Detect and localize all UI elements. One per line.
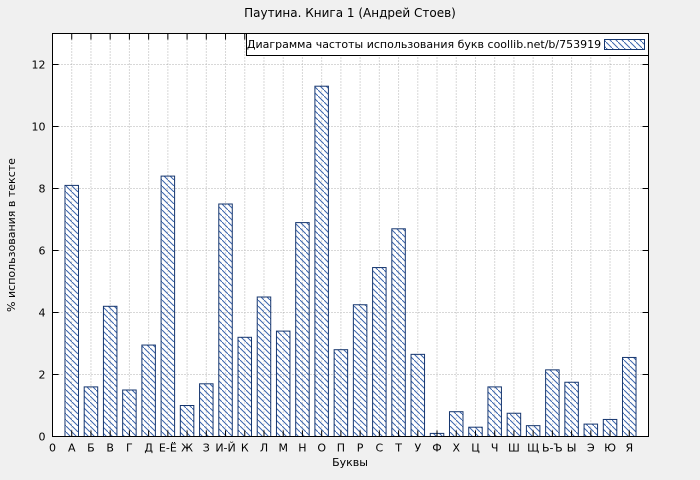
- bar: [199, 383, 214, 437]
- x-tick-label: Р: [357, 442, 364, 455]
- bar: [160, 175, 176, 437]
- bar: [256, 296, 272, 437]
- x-tick-label: Н: [298, 442, 306, 455]
- x-tick-label: Д: [144, 442, 153, 455]
- x-tick-label: 0: [49, 442, 56, 455]
- x-tick-label: П: [337, 442, 345, 455]
- bar: [410, 353, 426, 438]
- y-tick-label: 10: [32, 121, 46, 134]
- y-tick-label: 4: [39, 307, 46, 320]
- y-tick-label: 12: [32, 59, 46, 72]
- x-tick-label: Я: [625, 442, 633, 455]
- bar: [545, 369, 560, 438]
- x-tick-label: А: [68, 442, 76, 455]
- x-tick-label: Б: [87, 442, 95, 455]
- bar: [391, 228, 406, 437]
- x-tick-label: Л: [260, 442, 268, 455]
- x-axis-label: Буквы: [332, 456, 368, 469]
- x-tick-label: З: [203, 442, 210, 455]
- bar: [122, 389, 137, 437]
- x-tick-label: М: [278, 442, 288, 455]
- x-tick-label: У: [414, 442, 421, 455]
- x-tick-label: К: [241, 442, 249, 455]
- y-tick-label: 6: [39, 245, 46, 258]
- y-axis-label: % использования в тексте: [5, 158, 18, 312]
- x-tick-label: Ф: [432, 442, 441, 455]
- bar: [275, 330, 291, 438]
- x-tick-label: Ы: [567, 442, 577, 455]
- bar: [622, 356, 637, 438]
- bar: [352, 304, 368, 437]
- x-tick-label: Ю: [604, 442, 616, 455]
- x-tick-label: В: [106, 442, 114, 455]
- x-tick-label: И-Й: [215, 442, 235, 455]
- legend-swatch: [604, 39, 645, 50]
- bar: [218, 203, 233, 437]
- legend-label: Диаграмма частоты использования букв coo…: [247, 38, 601, 51]
- bar: [141, 344, 156, 437]
- y-tick-label: 2: [39, 369, 46, 382]
- x-tick-label: Ч: [491, 442, 499, 455]
- grid-layer: [52, 33, 649, 437]
- x-tick-label: Ц: [471, 442, 480, 455]
- x-tick-label: С: [375, 442, 383, 455]
- bar: [314, 85, 329, 437]
- chart-title: Паутина. Книга 1 (Андрей Стоев): [244, 6, 456, 20]
- bar: [237, 336, 253, 437]
- x-tick-label: Щ: [527, 442, 539, 455]
- y-tick-label: 0: [39, 431, 46, 444]
- x-tick-label: Е-Ё: [159, 442, 177, 455]
- bar: [83, 386, 99, 437]
- bar: [64, 184, 79, 437]
- bar: [564, 381, 579, 437]
- legend: Диаграмма частоты использования букв coo…: [246, 33, 649, 56]
- bar: [295, 222, 310, 437]
- x-tick-label: Т: [394, 442, 402, 455]
- y-tick-label: 8: [39, 183, 46, 196]
- x-tick-label: Г: [126, 442, 133, 455]
- bar: [333, 349, 349, 438]
- x-tick-label: Ь-Ъ: [542, 442, 563, 455]
- x-tick-label: Э: [587, 442, 595, 455]
- x-tick-label: О: [317, 442, 326, 455]
- legend-box: [246, 33, 649, 56]
- bar: [487, 386, 502, 437]
- bar: [102, 305, 118, 437]
- x-tick-label: Х: [452, 442, 460, 455]
- x-tick-label: Ш: [508, 442, 520, 455]
- x-tick-label: Ж: [181, 442, 193, 455]
- bar: [372, 267, 387, 437]
